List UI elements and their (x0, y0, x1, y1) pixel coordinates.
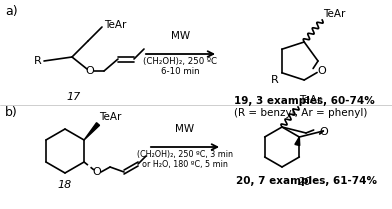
Text: TeAr: TeAr (323, 9, 346, 19)
Text: 20: 20 (298, 177, 312, 187)
Text: a): a) (5, 5, 18, 18)
Text: R: R (34, 56, 42, 66)
Text: or H₂O, 180 ºC, 5 min: or H₂O, 180 ºC, 5 min (142, 160, 228, 169)
Text: MW: MW (176, 124, 194, 134)
Text: O: O (85, 66, 94, 76)
Text: (CH₂OH)₂, 250 ºC: (CH₂OH)₂, 250 ºC (143, 57, 218, 66)
Text: O: O (317, 65, 326, 75)
Text: TeAr: TeAr (299, 95, 321, 105)
Text: 19, 3 examples, 60-74%: 19, 3 examples, 60-74% (234, 96, 375, 106)
Text: b): b) (5, 106, 18, 119)
Text: (R = benzyl, Ar = phenyl): (R = benzyl, Ar = phenyl) (234, 108, 367, 118)
Text: 17: 17 (67, 92, 81, 102)
Text: TeAr: TeAr (99, 112, 122, 122)
Text: (CH₂OH)₂, 250 ºC, 3 min: (CH₂OH)₂, 250 ºC, 3 min (137, 150, 233, 159)
Text: TeAr: TeAr (104, 20, 126, 30)
Text: O: O (319, 127, 328, 137)
Polygon shape (295, 137, 300, 146)
Text: 18: 18 (58, 180, 72, 190)
Polygon shape (84, 123, 100, 140)
Text: O: O (93, 167, 102, 177)
Text: 6-10 min: 6-10 min (161, 67, 200, 76)
Text: MW: MW (171, 31, 190, 41)
Text: R: R (271, 75, 279, 85)
Text: 20, 7 examples, 61-74%: 20, 7 examples, 61-74% (236, 176, 377, 186)
